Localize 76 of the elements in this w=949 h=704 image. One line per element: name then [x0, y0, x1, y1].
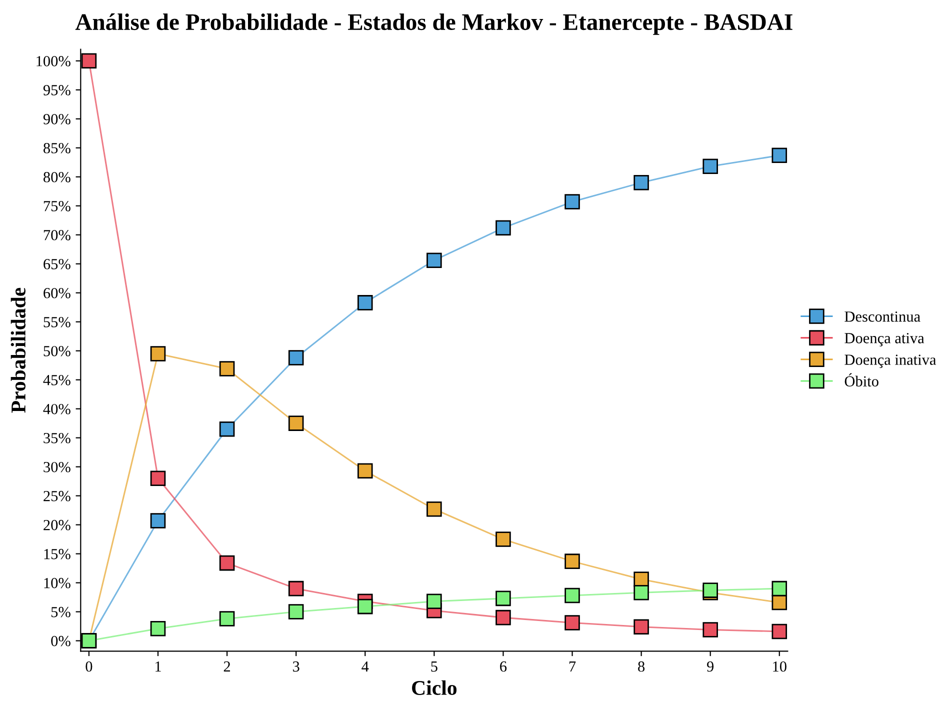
point — [564, 554, 580, 569]
point — [426, 594, 442, 609]
y-tick-label: 20% — [44, 520, 70, 530]
y-tick-label: 100% — [36, 56, 70, 66]
y-tick-label: 30% — [44, 462, 70, 472]
point — [81, 53, 97, 69]
y-tick-label: 0% — [51, 636, 70, 646]
x-tick-label: 3 — [292, 661, 300, 672]
x-tick-label: 7 — [569, 662, 576, 672]
point — [634, 175, 649, 190]
y-tick-label: 70% — [44, 230, 70, 240]
point — [150, 620, 166, 636]
point — [219, 421, 235, 437]
point — [150, 513, 166, 528]
point — [357, 295, 373, 310]
y-tick-label: 35% — [44, 432, 70, 444]
point — [426, 501, 442, 517]
point — [496, 590, 511, 606]
y-tick-label: 95% — [43, 85, 70, 96]
legend-label: Óbito — [844, 373, 878, 386]
point — [564, 615, 580, 630]
point — [357, 598, 373, 614]
point — [634, 619, 649, 634]
y-tick-label: 45% — [43, 374, 70, 386]
point — [496, 220, 511, 236]
legend-label: Doença inativa — [844, 354, 936, 368]
point — [564, 588, 580, 604]
legend-label: Descontinua — [844, 311, 920, 322]
y-tick-label: 40% — [43, 404, 70, 414]
x-axis-title: Ciclo — [412, 680, 457, 695]
y-tick-label: 80% — [44, 172, 70, 182]
x-tick-label: 0 — [86, 661, 92, 672]
y-tick-label: 90% — [43, 114, 70, 124]
legend-label: Doença ativa — [844, 333, 924, 346]
point — [702, 158, 718, 174]
x-tick-label: 2 — [224, 661, 230, 672]
point — [357, 463, 373, 478]
point — [634, 572, 649, 587]
point — [772, 580, 788, 596]
x-tick-label: 1 — [156, 661, 161, 672]
point — [150, 470, 166, 486]
point — [772, 624, 788, 640]
x-tick-label: 8 — [638, 661, 645, 672]
point — [219, 611, 235, 626]
y-tick-label: 75% — [44, 200, 70, 212]
y-tick-label: 5% — [51, 606, 70, 618]
x-tick-label: 6 — [500, 661, 507, 672]
x-tick-label: 9 — [707, 661, 714, 672]
x-tick-label: 10 — [773, 661, 786, 672]
y-tick-label: 10% — [44, 578, 70, 588]
point — [288, 350, 304, 366]
point — [564, 194, 580, 210]
point — [496, 610, 511, 626]
point — [288, 416, 304, 431]
y-tick-label: 85% — [44, 143, 70, 154]
point — [219, 361, 235, 376]
x-tick-label: 4 — [362, 661, 369, 672]
x-tick-label: 5 — [431, 662, 438, 672]
y-tick-label: 50% — [44, 346, 70, 356]
point — [634, 584, 649, 600]
point — [772, 594, 788, 610]
point — [288, 604, 304, 620]
point — [426, 252, 442, 268]
y-tick-label: 60% — [44, 288, 70, 298]
chart-title: Análise de Probabilidade - Estados de Markov - Etanercepte - BASDAI — [75, 13, 792, 35]
point — [288, 580, 304, 596]
point — [496, 532, 511, 547]
y-tick-label: 65% — [44, 258, 70, 270]
point — [219, 555, 235, 571]
y-tick-label: 25% — [44, 490, 70, 502]
y-tick-label: 55% — [44, 316, 70, 328]
point — [702, 622, 718, 638]
point — [150, 346, 166, 362]
point — [772, 148, 788, 164]
y-tick-label: 15% — [44, 548, 70, 560]
y-axis-title: Probabilidade — [10, 288, 26, 413]
